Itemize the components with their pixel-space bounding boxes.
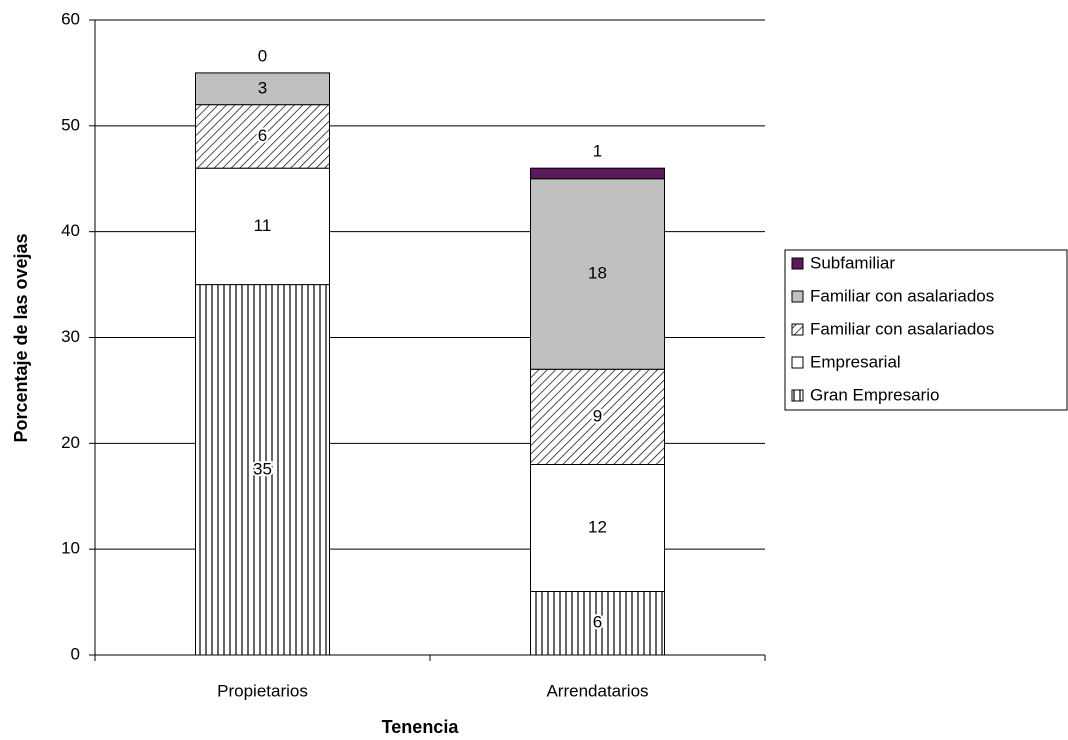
y-tick-label: 30 xyxy=(61,327,80,346)
x-axis-title: Tenencia xyxy=(382,717,460,737)
value-label: 35 xyxy=(253,459,272,478)
legend-swatch xyxy=(791,257,804,270)
y-tick-label: 40 xyxy=(61,221,80,240)
y-axis-title: Porcentaje de las ovejas xyxy=(11,233,31,442)
bar-segment xyxy=(530,178,665,370)
legend-label: Subfamiliar xyxy=(810,253,895,272)
bar-segment xyxy=(530,591,665,656)
legend-swatch xyxy=(791,356,804,369)
value-label: 6 xyxy=(593,613,602,632)
legend-box xyxy=(784,249,1068,411)
value-label: 11 xyxy=(254,216,272,235)
y-tick-label: 10 xyxy=(61,539,80,558)
y-tick-label: 60 xyxy=(61,9,80,28)
value-label: 12 xyxy=(588,517,607,536)
bar-segment xyxy=(530,464,665,592)
value-label: 18 xyxy=(588,263,607,282)
legend-label: Familiar con asalariados xyxy=(810,319,994,338)
value-label: 3 xyxy=(258,78,267,97)
legend-label: Gran Empresario xyxy=(810,385,939,404)
legend-swatch xyxy=(791,389,804,402)
legend-label: Familiar con asalariados xyxy=(810,286,994,305)
x-tick-label: Propietarios xyxy=(217,681,308,700)
value-label: 6 xyxy=(258,126,267,145)
value-label: 9 xyxy=(593,406,602,425)
x-tick-label: Arrendatarios xyxy=(546,681,648,700)
legend-swatch xyxy=(791,290,804,303)
y-tick-label: 50 xyxy=(61,115,80,134)
y-tick-label: 0 xyxy=(71,644,80,663)
bar-segment xyxy=(195,72,330,106)
legend-label: Empresarial xyxy=(810,352,901,371)
y-tick-label: 20 xyxy=(61,433,80,452)
bar-segment xyxy=(530,167,665,180)
legend-swatch xyxy=(791,323,804,336)
value-label: 1 xyxy=(593,142,602,161)
value-label: 0 xyxy=(258,46,267,65)
bar-segment xyxy=(530,368,665,465)
